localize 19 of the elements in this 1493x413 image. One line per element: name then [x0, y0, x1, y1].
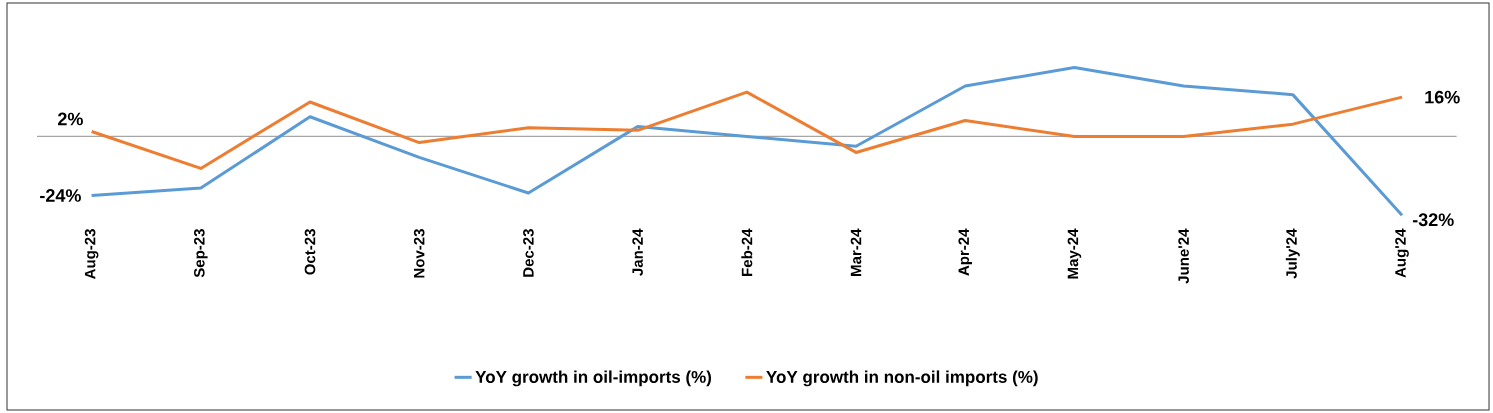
x-tick-label: Apr-24 [958, 228, 972, 276]
legend-label: YoY growth in non-oil imports (%) [766, 370, 1038, 387]
data-label: -24% [40, 189, 81, 202]
data-label: 16% [1425, 90, 1460, 104]
x-tick-label: July'24 [1285, 228, 1300, 279]
x-tick-label: Oct-23 [304, 229, 316, 275]
x-tick-label: Jan-24 [632, 228, 643, 276]
x-tick-label: Feb-24 [741, 228, 753, 276]
x-tick-label: Nov-23 [413, 229, 425, 278]
x-tick-label: May-24 [1067, 228, 1082, 279]
x-tick-label: Mar-24 [850, 228, 862, 276]
x-tick-label: Aug-23 [84, 229, 99, 279]
x-tick-label: Sep-23 [194, 229, 208, 278]
data-label: -32% [1412, 213, 1454, 227]
data-label: 2% [58, 112, 83, 126]
x-tick-label: Aug'24 [1395, 228, 1409, 278]
x-tick-label: Dec-23 [523, 229, 534, 277]
legend-label: YoY growth in oil-imports (%) [475, 370, 712, 387]
x-tick-label: June'24 [1178, 228, 1189, 284]
